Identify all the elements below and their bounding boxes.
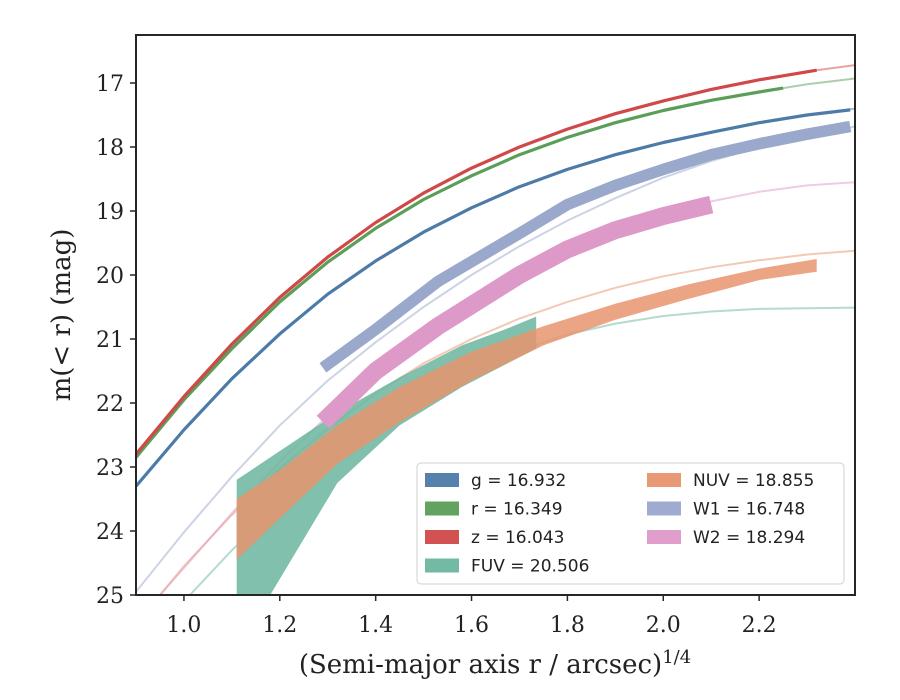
y-tick-label: 20: [96, 264, 124, 289]
x-axis-label: (Semi-major axis r / arcsec)1/4: [299, 647, 691, 680]
y-tick-label: 18: [96, 136, 124, 161]
legend-label-z: z = 16.043: [471, 528, 564, 548]
y-tick-label: 21: [96, 328, 124, 353]
x-tick-label: 2.2: [742, 613, 777, 638]
x-tick-label: 2.0: [646, 613, 681, 638]
y-axis-ticks: 17 18 19 20 21 22 23 24 25: [96, 72, 136, 609]
x-axis-ticks: 1.0 1.2 1.4 1.6 1.8 2.0 2.2: [166, 595, 777, 638]
y-tick-label: 23: [96, 456, 124, 481]
legend-label-w1: W1 = 16.748: [693, 500, 805, 520]
legend-swatch-fuv: [425, 558, 459, 573]
legend-swatch-nuv: [647, 473, 681, 487]
legend-swatch-g: [425, 473, 459, 487]
series-w2-data-line: [316, 195, 714, 429]
y-tick-label: 24: [96, 520, 124, 545]
legend-label-w2: W2 = 18.294: [693, 528, 805, 548]
legend-swatch-z: [425, 530, 459, 544]
legend: g = 16.932 r = 16.349 z = 16.043 FUV = 20.5…: [416, 462, 845, 585]
x-tick-label: 1.6: [454, 613, 489, 638]
x-axis-label-exponent: 1/4: [662, 647, 691, 668]
series-r-data-line: [136, 86, 784, 459]
y-tick-label: 22: [96, 392, 124, 417]
legend-box: [416, 462, 845, 585]
x-tick-label: 1.2: [262, 613, 297, 638]
x-axis-label-main: (Semi-major axis r / arcsec)1/4: [299, 647, 691, 680]
legend-label-fuv: FUV = 20.506: [471, 557, 589, 577]
y-tick-label: 17: [96, 72, 124, 97]
legend-swatch-w1: [647, 501, 681, 516]
legend-label-nuv: NUV = 18.855: [693, 471, 814, 491]
legend-swatch-r: [425, 501, 459, 516]
legend-swatch-w2: [647, 530, 681, 544]
series-g-data-line: [136, 108, 851, 488]
plot-frame: [135, 34, 856, 596]
x-tick-label: 1.0: [166, 613, 201, 638]
series-z-data-line: [136, 68, 817, 456]
series-w1-data-line: [319, 120, 852, 373]
x-tick-label: 1.8: [550, 613, 585, 638]
y-axis-label: m(< r) (mag): [47, 229, 77, 402]
legend-label-g: g = 16.932: [471, 471, 566, 491]
x-tick-label: 1.4: [358, 613, 393, 638]
legend-label-r: r = 16.349: [471, 500, 563, 520]
y-tick-label: 19: [96, 200, 124, 225]
plot-content: [136, 64, 855, 595]
y-tick-label: 25: [96, 584, 124, 609]
